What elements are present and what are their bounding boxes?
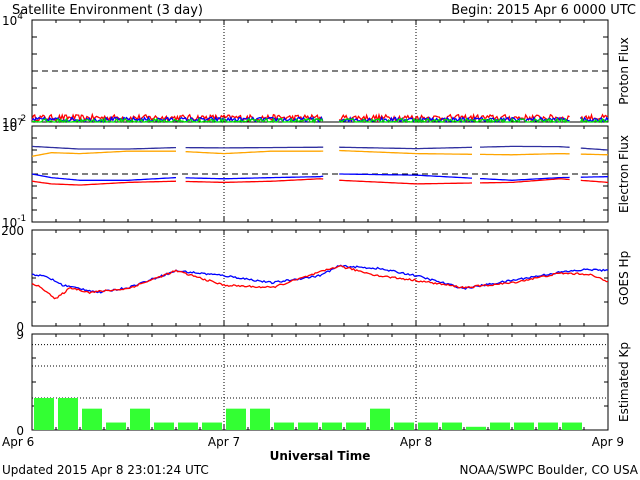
series-orange-line bbox=[31, 149, 609, 157]
kp-bar bbox=[226, 408, 246, 430]
y-tick-label: 0 bbox=[16, 424, 24, 438]
series-red-line bbox=[31, 178, 609, 186]
kp-bar bbox=[514, 422, 534, 430]
kp-bar bbox=[202, 422, 222, 430]
kp-bar bbox=[154, 422, 174, 430]
begin-time: Begin: 2015 Apr 6 0000 UTC bbox=[451, 3, 636, 18]
x-tick-label: Apr 9 bbox=[592, 435, 624, 449]
series-green-line bbox=[31, 117, 609, 124]
panel-frame bbox=[31, 125, 609, 223]
kp-bar bbox=[106, 422, 126, 430]
panel-frame bbox=[31, 19, 609, 123]
kp-bar bbox=[490, 422, 510, 430]
x-tick-label: Apr 7 bbox=[208, 435, 240, 449]
y-tick-label: 104 bbox=[2, 12, 23, 28]
kp-bar bbox=[370, 408, 390, 430]
updated-timestamp: Updated 2015 Apr 8 23:01:24 UTC bbox=[2, 463, 209, 477]
kp-bar bbox=[298, 422, 318, 430]
kp-bar bbox=[250, 408, 270, 430]
y-tick-exponent: -1 bbox=[17, 214, 26, 224]
panel-estimated-kp: 9 0 Estimated Kp bbox=[16, 328, 631, 438]
x-axis-label: Universal Time bbox=[270, 449, 371, 463]
panel-frame bbox=[31, 333, 609, 431]
y-tick-exponent: 4 bbox=[17, 12, 23, 22]
chart-title: Satellite Environment (3 day) bbox=[12, 3, 203, 18]
kp-bar bbox=[394, 422, 414, 430]
x-tick-label: Apr 6 bbox=[2, 435, 34, 449]
panel-goes-hp: 200 0 GOES Hp bbox=[1, 224, 631, 334]
kp-bar bbox=[274, 422, 294, 430]
kp-bar bbox=[442, 422, 462, 430]
y-axis-label: GOES Hp bbox=[617, 251, 631, 305]
y-tick-label: 9 bbox=[16, 328, 24, 342]
kp-bar bbox=[322, 422, 342, 430]
y-axis-label: Estimated Kp bbox=[617, 342, 631, 422]
kp-bar bbox=[418, 422, 438, 430]
y-axis-label: Proton Flux bbox=[617, 37, 631, 104]
kp-bar bbox=[346, 422, 366, 430]
credit-text: NOAA/SWPC Boulder, CO USA bbox=[460, 463, 639, 477]
series-navy-line bbox=[31, 145, 609, 151]
series-blue-line bbox=[31, 264, 609, 294]
x-tick-label: Apr 8 bbox=[400, 435, 432, 449]
series-blue-line bbox=[31, 173, 608, 181]
y-axis-label: Electron Flux bbox=[617, 135, 631, 213]
y-tick-label: 107 bbox=[2, 118, 23, 134]
kp-bar bbox=[82, 408, 102, 430]
y-tick-label: 0 bbox=[16, 320, 24, 334]
kp-bar bbox=[466, 426, 486, 430]
kp-bar bbox=[562, 422, 582, 430]
kp-bar bbox=[34, 398, 54, 430]
y-tick-exponent: -2 bbox=[17, 114, 26, 124]
kp-bar bbox=[58, 398, 78, 430]
series-red-line bbox=[31, 265, 609, 300]
x-axis-tick-labels: Apr 6 Apr 7 Apr 8 Apr 9 bbox=[2, 435, 624, 449]
kp-bar bbox=[178, 422, 198, 430]
kp-bar bbox=[130, 408, 150, 430]
y-tick-exponent: 7 bbox=[17, 118, 23, 128]
kp-bar bbox=[538, 422, 558, 430]
y-tick-label: 200 bbox=[1, 224, 24, 238]
